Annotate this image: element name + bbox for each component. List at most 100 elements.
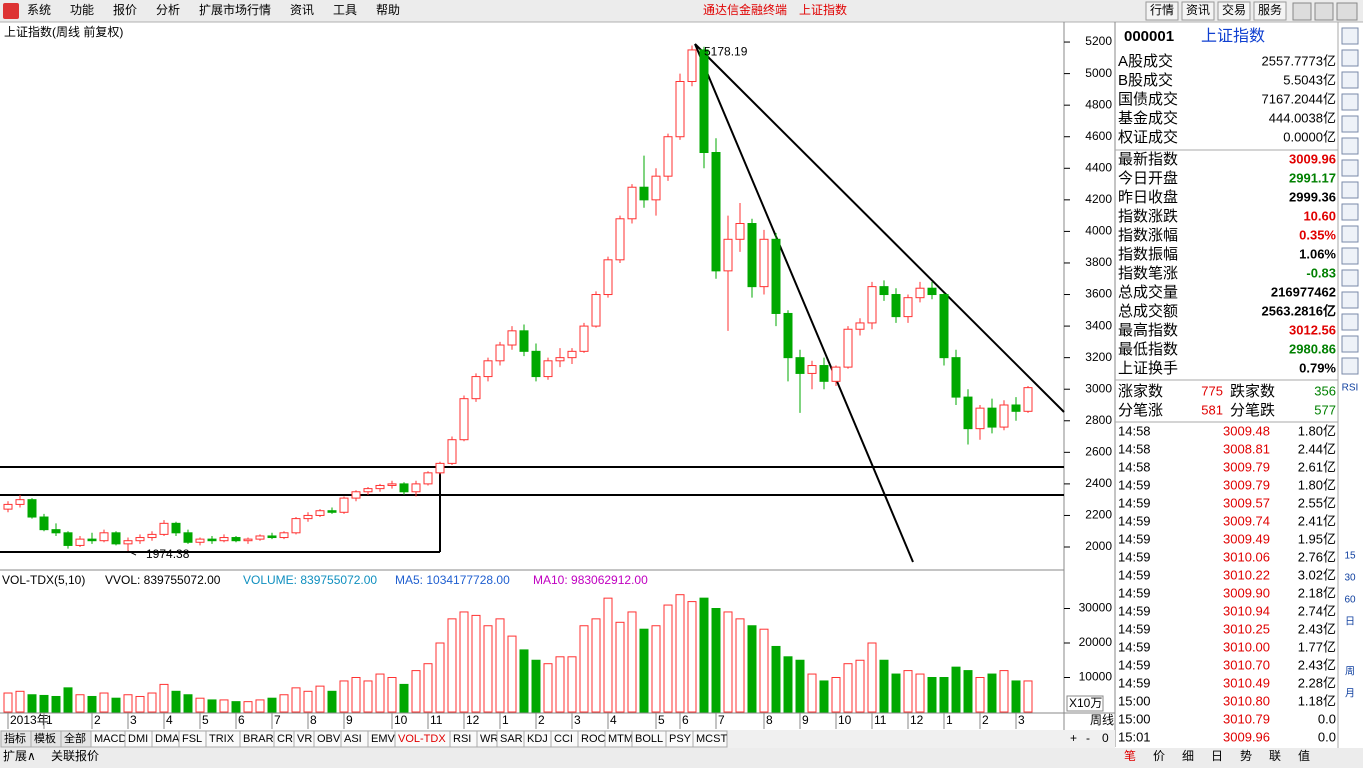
toolbar-label[interactable]: 周: [1345, 666, 1355, 678]
candle-body: [183, 532, 193, 543]
zoom-button[interactable]: +: [1070, 731, 1077, 745]
indicator-tab-label[interactable]: BRAR: [243, 733, 274, 745]
toolbar-icon[interactable]: [1341, 181, 1359, 199]
indicator-tab-label[interactable]: EMV: [371, 733, 396, 745]
indicator-tab-label[interactable]: MACD: [94, 733, 126, 745]
close-button[interactable]: [1336, 2, 1358, 21]
toolbar-icon[interactable]: [1341, 247, 1359, 265]
indicator-tab-label[interactable]: ROC: [581, 733, 606, 745]
breadth-label: 分笔跌: [1230, 402, 1275, 419]
stat-value: 2557.7773亿: [1262, 53, 1336, 68]
top-button[interactable]: [1253, 1, 1287, 21]
minimize-button[interactable]: [1292, 2, 1312, 21]
top-button-label[interactable]: 服务: [1258, 2, 1282, 17]
indicator-tab-label[interactable]: 指标: [4, 731, 26, 745]
toolbar-icon[interactable]: [1341, 313, 1359, 331]
menu-item[interactable]: 资讯: [290, 3, 314, 17]
zoom-button[interactable]: -: [1086, 731, 1090, 745]
indicator-tab-label[interactable]: MTM: [608, 733, 633, 745]
panel-tab[interactable]: 细: [1182, 749, 1194, 763]
candle-body: [27, 499, 37, 518]
top-button[interactable]: [1181, 1, 1215, 21]
toolbar-label[interactable]: 60: [1344, 595, 1356, 606]
menu-item[interactable]: 扩展市场行情: [199, 2, 271, 17]
stat-label: 指数振幅: [1118, 246, 1178, 263]
toolbar-icon[interactable]: [1341, 27, 1359, 45]
status-item[interactable]: 扩展∧: [3, 749, 36, 763]
panel-tab[interactable]: 日: [1211, 749, 1223, 763]
indicator-tab-label[interactable]: VR: [297, 733, 312, 745]
indicator-tab-label[interactable]: ASI: [344, 733, 362, 745]
candle-body: [915, 287, 925, 299]
candle-body: [255, 535, 265, 540]
menu-item[interactable]: 分析: [156, 3, 180, 17]
menu-item[interactable]: 工具: [333, 3, 357, 17]
indicator-tab-label[interactable]: BOLL: [635, 733, 663, 745]
breadth-label: 涨家数: [1118, 383, 1163, 400]
indicator-tab-label[interactable]: WR: [480, 733, 498, 745]
y-tick-label: 5200: [1085, 34, 1112, 48]
indicator-tab-label[interactable]: 模板: [34, 731, 56, 745]
candle-body: [543, 360, 553, 378]
indicator-tab-label[interactable]: TRIX: [209, 733, 235, 745]
indicator-tab[interactable]: [692, 730, 728, 748]
restore-button[interactable]: [1314, 2, 1334, 21]
indicator-tab-label[interactable]: SAR: [500, 733, 523, 745]
indicator-tab-label[interactable]: CCI: [554, 733, 573, 745]
top-button[interactable]: [1145, 1, 1179, 21]
panel-tab[interactable]: 笔: [1124, 748, 1136, 763]
panel-tab[interactable]: 联: [1269, 749, 1281, 763]
menu-item[interactable]: 帮助: [376, 3, 400, 17]
indicator-tab-label[interactable]: PSY: [669, 733, 692, 745]
indicator-tab-label[interactable]: KDJ: [527, 733, 548, 745]
toolbar-icon[interactable]: [1341, 137, 1359, 155]
status-item[interactable]: 关联报价: [51, 748, 99, 763]
top-button-label[interactable]: 行情: [1150, 3, 1174, 17]
top-button-label[interactable]: 交易: [1222, 2, 1246, 17]
toolbar-icon[interactable]: [1341, 225, 1359, 243]
toolbar-icon[interactable]: [1341, 291, 1359, 309]
panel-tab[interactable]: 值: [1298, 748, 1310, 763]
toolbar-icon[interactable]: [1341, 203, 1359, 221]
toolbar-icon[interactable]: [1341, 269, 1359, 287]
toolbar-icon[interactable]: [1341, 159, 1359, 177]
x-tick-label: 10: [394, 713, 408, 727]
x-tick-label: 1: [46, 713, 53, 727]
toolbar-icon[interactable]: [1341, 115, 1359, 133]
candle-body: [1023, 387, 1033, 412]
indicator-tab-label[interactable]: OBV: [317, 733, 341, 745]
volume-header: MA10: 983062912.00: [533, 573, 648, 587]
toolbar-icon[interactable]: [1341, 335, 1359, 353]
toolbar-icon[interactable]: [1341, 49, 1359, 67]
indicator-tab-label[interactable]: VOL-TDX: [398, 733, 446, 745]
toolbar-label[interactable]: 日: [1345, 617, 1355, 628]
toolbar-icon[interactable]: [1341, 357, 1359, 375]
indicator-tab-label[interactable]: DMA: [155, 733, 180, 745]
toolbar-label[interactable]: 30: [1344, 573, 1356, 584]
indicator-tab-label[interactable]: 全部: [64, 731, 86, 745]
candle-body: [243, 538, 253, 542]
menu-item[interactable]: 功能: [70, 3, 94, 17]
indicator-tab-label[interactable]: DMI: [128, 733, 148, 745]
toolbar-label[interactable]: 月: [1345, 688, 1355, 700]
indicator-tab-label[interactable]: MCST: [696, 733, 727, 745]
tick-time: 14:59: [1118, 495, 1151, 510]
menu-item[interactable]: 报价: [113, 2, 137, 17]
menu-item[interactable]: 系统: [27, 3, 51, 17]
toolbar-label[interactable]: 15: [1344, 551, 1356, 562]
toolbar-label[interactable]: RSI: [1342, 383, 1359, 394]
volume-bar: [663, 604, 673, 713]
indicator-tab-label[interactable]: FSL: [182, 733, 202, 745]
volume-bar: [999, 670, 1009, 713]
tick-time: 14:59: [1118, 585, 1151, 600]
indicator-tab-label[interactable]: RSI: [453, 733, 471, 745]
indicator-tab-label[interactable]: CR: [277, 733, 293, 745]
panel-tab[interactable]: 势: [1240, 749, 1252, 763]
zoom-button[interactable]: 0: [1102, 731, 1109, 745]
stat-value: 2999.36: [1289, 189, 1336, 204]
panel-tab[interactable]: 价: [1153, 749, 1165, 763]
top-button[interactable]: [1217, 1, 1251, 21]
toolbar-icon[interactable]: [1341, 93, 1359, 111]
toolbar-icon[interactable]: [1341, 71, 1359, 89]
top-button-label[interactable]: 资讯: [1186, 3, 1210, 17]
